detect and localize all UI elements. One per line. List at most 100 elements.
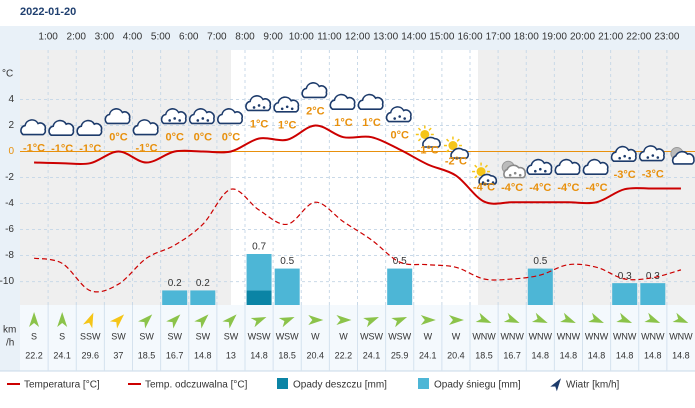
weather-icon — [76, 119, 103, 136]
wind-arrow — [644, 312, 661, 324]
temperature-label: -1°C — [417, 144, 439, 156]
weather-icon — [329, 93, 356, 110]
wind-speed: 25.9 — [391, 350, 409, 360]
snow-bar — [527, 268, 553, 305]
wind-speed: 29.6 — [82, 350, 100, 360]
temperature-label: -1°C — [51, 143, 73, 155]
x-tick-label: 23:00 — [654, 32, 679, 43]
temperature-label: 1°C — [278, 120, 297, 132]
wind-speed: 14.8 — [644, 350, 662, 360]
wind-speed: 13 — [226, 350, 236, 360]
snowflake — [628, 156, 631, 160]
x-tick-label: 7:00 — [207, 32, 227, 43]
y-tick-label: -4 — [5, 198, 14, 209]
legend-swatch — [418, 378, 429, 389]
wind-direction: SW — [139, 331, 154, 341]
temperature-label: -4°C — [557, 182, 579, 194]
sun-ray — [446, 138, 450, 142]
sun-ray — [417, 138, 422, 142]
snow-bar — [246, 254, 272, 291]
temperature-label: -4°C — [473, 181, 495, 193]
chart-title: 2022-01-20 — [20, 6, 76, 18]
x-tick-label: 9:00 — [263, 32, 283, 43]
x-tick-label: 11:00 — [317, 32, 342, 43]
snowflake — [544, 169, 547, 173]
temperature-label: 0°C — [222, 131, 241, 143]
wind-unit: km — [3, 325, 16, 336]
cloud — [48, 119, 75, 136]
weather-icon — [217, 108, 243, 125]
feels-like-line — [33, 188, 682, 293]
sun-ray — [417, 127, 422, 131]
snow-bar — [640, 283, 666, 305]
sun-ray — [446, 149, 450, 153]
wind-arrow — [420, 315, 436, 326]
wind-speed: 20.4 — [447, 350, 465, 360]
precip-label: 0.2 — [168, 278, 182, 289]
x-tick-label: 5:00 — [151, 32, 171, 43]
weather-icon — [188, 108, 215, 125]
wind-speed: 14.8 — [194, 350, 212, 360]
snowflake — [173, 117, 176, 120]
snowflake — [656, 156, 660, 159]
weather-icon — [670, 147, 695, 165]
snowflake — [623, 154, 626, 158]
wind-direction: S — [59, 331, 65, 341]
wind-speed: 37 — [113, 350, 123, 360]
weather-icon — [472, 162, 498, 185]
weather-icon — [357, 93, 384, 110]
legend-label: Wiatr [km/h] — [566, 380, 620, 391]
wind-direction: WNW — [613, 331, 637, 341]
rain-bar — [246, 290, 272, 305]
wind-arrow — [57, 312, 68, 327]
cloud — [357, 93, 384, 110]
temperature-label: 0°C — [165, 131, 184, 143]
wind-arrow — [672, 312, 689, 324]
x-tick-label: 2:00 — [67, 32, 87, 43]
snowflake — [403, 117, 406, 120]
temperature-label: 0°C — [109, 131, 128, 143]
wind-speed: 14.8 — [532, 350, 550, 360]
cloud — [104, 108, 131, 125]
wind-speed: 24.1 — [419, 350, 437, 360]
x-tick-label: 12:00 — [345, 32, 370, 43]
temperature-label: 1°C — [362, 117, 381, 129]
y-axis-label: °C — [2, 69, 13, 80]
wind-direction: WSW — [248, 331, 271, 341]
snowflake — [518, 173, 522, 177]
wind-arrow — [308, 315, 324, 326]
y-tick-label: 0 — [8, 146, 14, 157]
wind-direction: SSW — [80, 331, 101, 341]
precip-label: 0.2 — [196, 278, 210, 289]
sun-ray — [484, 164, 488, 168]
sun — [476, 167, 486, 177]
x-tick-label: 1:00 — [38, 32, 58, 43]
weather-icon — [501, 160, 527, 179]
weather-icon — [245, 95, 272, 112]
x-tick-label: 21:00 — [598, 32, 623, 43]
x-tick-label: 8:00 — [235, 32, 255, 43]
legend-label: Opady śniegu [mm] — [434, 380, 521, 391]
temperature-line — [34, 124, 681, 205]
wind-arrow — [138, 314, 153, 329]
precip-label: 0.7 — [252, 242, 266, 253]
wind-speed: 20.4 — [307, 350, 325, 360]
x-tick-label: 6:00 — [179, 32, 199, 43]
snowflake — [285, 105, 289, 109]
wind-direction: WSW — [388, 331, 411, 341]
wind-speed: 16.7 — [503, 350, 521, 360]
x-tick-label: 4:00 — [123, 32, 143, 43]
wind-speed: 14.8 — [588, 350, 606, 360]
wind-arrow — [278, 316, 295, 328]
temperature-label: 0°C — [390, 129, 409, 141]
temperature-label: -1°C — [79, 143, 101, 155]
temperature-label: -1°C — [23, 142, 45, 154]
cloud — [217, 108, 243, 125]
x-tick-label: 15:00 — [429, 32, 454, 43]
wind-arrow — [475, 312, 492, 324]
cloud — [554, 158, 581, 176]
sun-ray — [428, 127, 432, 131]
temperature-label: 2°C — [306, 105, 325, 117]
wind-speed: 14.8 — [616, 350, 634, 360]
